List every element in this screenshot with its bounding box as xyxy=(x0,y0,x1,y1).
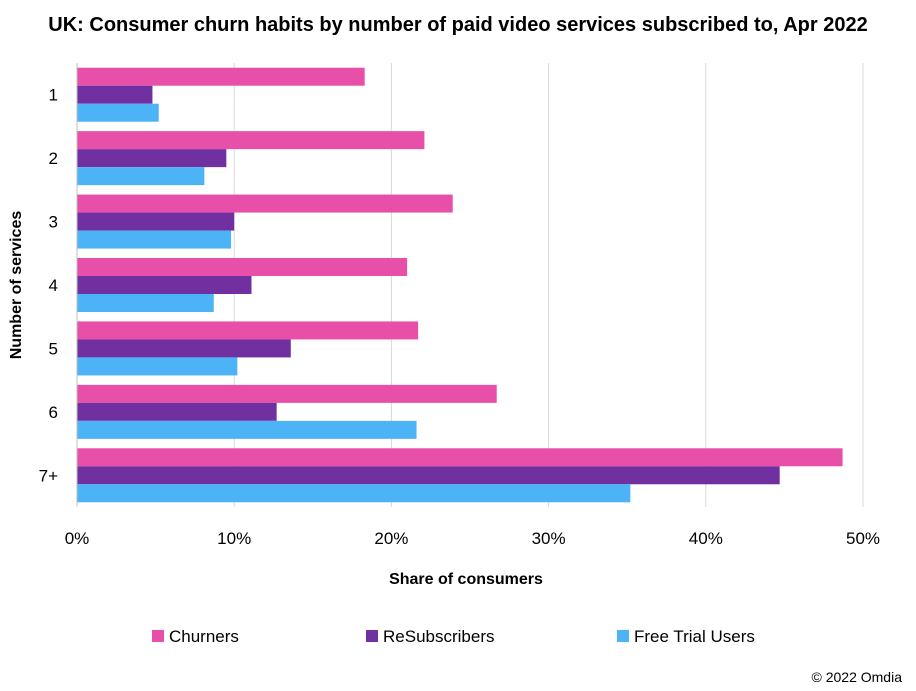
legend-label: ReSubscribers xyxy=(383,627,495,646)
bar-free-trial-users xyxy=(77,420,417,439)
y-tick-label: 4 xyxy=(49,276,58,295)
y-axis-title: Number of services xyxy=(8,211,25,360)
x-tick-label: 20% xyxy=(374,529,408,548)
x-tick-label: 10% xyxy=(217,529,251,548)
bar-free-trial-users xyxy=(77,103,159,122)
x-tick-label: 40% xyxy=(689,529,723,548)
bar-resubscribers xyxy=(77,339,291,358)
legend-swatch xyxy=(152,630,164,642)
legend-label: Free Trial Users xyxy=(634,627,755,646)
bar-resubscribers xyxy=(77,276,252,294)
bar-churners xyxy=(77,258,408,276)
y-tick-label: 6 xyxy=(49,403,58,422)
y-tick-label: 1 xyxy=(49,86,58,105)
y-tick-label: 5 xyxy=(49,339,58,358)
legend-swatch xyxy=(617,630,629,642)
bar-free-trial-users xyxy=(77,484,631,503)
legend-swatch xyxy=(366,630,378,642)
copyright-credit: © 2022 Omdia xyxy=(811,669,902,685)
bar-free-trial-users xyxy=(77,357,238,376)
bar-churners xyxy=(77,384,497,403)
bar-free-trial-users xyxy=(77,294,214,312)
bar-churners xyxy=(77,321,419,340)
bar-churners xyxy=(77,67,365,86)
bar-churners xyxy=(77,194,453,213)
x-axis-title: Share of consumers xyxy=(389,571,543,588)
y-tick-label: 7+ xyxy=(39,466,58,485)
bar-churners xyxy=(77,448,843,467)
bar-churners xyxy=(77,131,425,150)
bar-resubscribers xyxy=(77,402,277,421)
y-tick-label: 2 xyxy=(49,149,58,168)
bar-free-trial-users xyxy=(77,230,232,249)
bar-free-trial-users xyxy=(77,167,205,186)
bar-resubscribers xyxy=(77,466,780,485)
x-tick-label: 50% xyxy=(846,529,880,548)
chart-title: UK: Consumer churn habits by number of p… xyxy=(48,14,868,36)
bar-resubscribers xyxy=(77,85,153,104)
y-tick-label: 3 xyxy=(49,213,58,232)
bar-resubscribers xyxy=(77,149,227,168)
bar-resubscribers xyxy=(77,212,235,231)
legend-label: Churners xyxy=(169,627,239,646)
x-tick-label: 0% xyxy=(65,529,90,548)
x-tick-label: 30% xyxy=(532,529,566,548)
